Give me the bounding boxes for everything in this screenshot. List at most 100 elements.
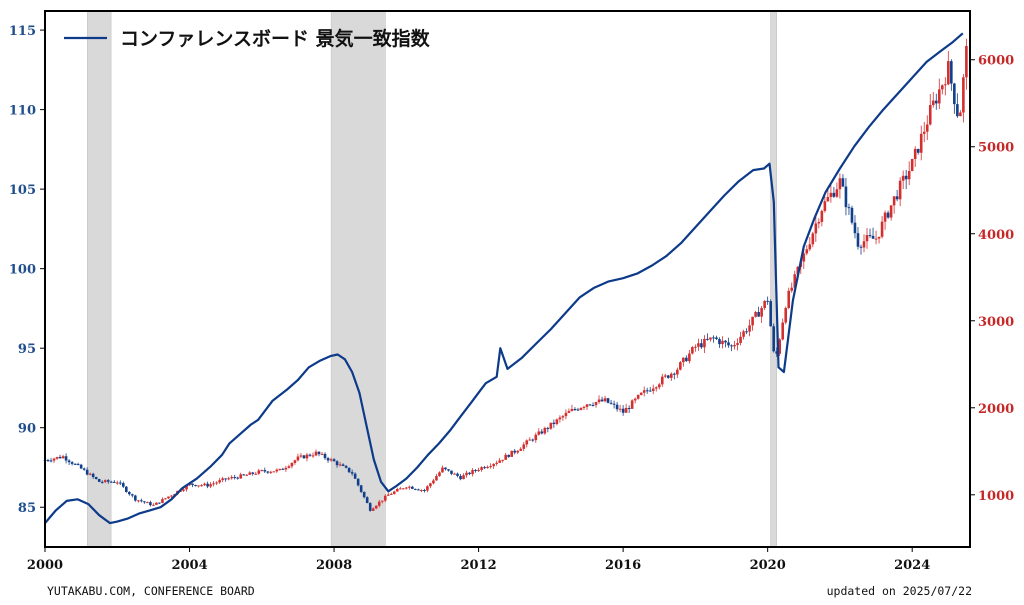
candle-body <box>302 455 306 459</box>
candle-body <box>323 453 327 459</box>
x-tick-label: 2004 <box>171 558 207 573</box>
candle-body <box>79 464 83 469</box>
candle-body <box>118 482 122 484</box>
candle-body <box>365 497 369 504</box>
candle-body <box>871 235 875 239</box>
candle-body <box>588 404 592 406</box>
candle-body <box>760 308 763 317</box>
candle-body <box>733 344 736 347</box>
candle-body <box>88 473 92 475</box>
candle-body <box>417 489 420 491</box>
candle-body <box>468 472 471 475</box>
candle-body <box>892 196 896 206</box>
candle-body <box>928 105 932 125</box>
candle-body <box>805 249 809 254</box>
candle-body <box>552 422 556 425</box>
candle-body <box>775 351 778 354</box>
candle-body <box>489 466 492 468</box>
candle-body <box>901 175 905 181</box>
candle-body <box>161 499 164 503</box>
candle-body <box>546 427 550 429</box>
candle-body <box>666 375 670 378</box>
candle-body <box>558 417 562 420</box>
candle-body <box>227 478 230 480</box>
candle-body <box>140 500 143 502</box>
candle-body <box>121 483 125 487</box>
candle-body <box>405 487 408 489</box>
right-tick-label: 2000 <box>978 402 1014 417</box>
candle-body <box>374 505 378 509</box>
candle-body <box>248 472 252 475</box>
candle-body <box>633 398 637 401</box>
candle-body <box>660 376 664 385</box>
candle-body <box>962 77 965 113</box>
candle-body <box>880 221 884 237</box>
candle-body <box>218 480 221 483</box>
candle-body <box>642 390 646 393</box>
candle-body <box>811 233 815 245</box>
candle-body <box>561 416 565 418</box>
candle-body <box>910 159 914 171</box>
candle-body <box>317 451 321 455</box>
candle-body <box>128 491 131 495</box>
candle-body <box>877 236 881 239</box>
candle-body <box>182 489 185 491</box>
right-tick-label: 1000 <box>978 489 1014 504</box>
candle-body <box>158 502 161 504</box>
candle-body <box>106 480 110 482</box>
candle-body <box>109 481 113 483</box>
candle-body <box>260 470 264 472</box>
candle-body <box>100 481 104 483</box>
candle-body <box>414 488 417 490</box>
candle-body <box>835 189 839 197</box>
candle-body <box>85 469 89 475</box>
candle-body <box>257 470 261 474</box>
candle-body <box>519 448 523 451</box>
candle-body <box>567 411 571 413</box>
candle-body <box>386 494 390 496</box>
candle-body <box>624 407 628 413</box>
candle-body <box>537 431 541 435</box>
candle-body <box>55 456 59 459</box>
candle-body <box>170 495 173 497</box>
left-tick-label: 100 <box>9 263 36 278</box>
candle-body <box>284 467 288 470</box>
candle-body <box>137 500 140 502</box>
candle-body <box>715 337 718 340</box>
candle-body <box>841 178 845 187</box>
candle-body <box>103 480 107 483</box>
candle-body <box>91 473 95 478</box>
candle-body <box>212 483 215 485</box>
candle-body <box>459 475 462 480</box>
candle-body <box>778 339 782 354</box>
candle-body <box>694 346 697 348</box>
candle-body <box>648 390 652 392</box>
candle-body <box>332 459 336 462</box>
candle-body <box>907 170 911 180</box>
left-tick-label: 115 <box>9 24 36 39</box>
candle-body <box>411 486 414 489</box>
candle-body <box>549 422 553 429</box>
candle-body <box>82 468 86 470</box>
candle-body <box>230 477 233 479</box>
candle-body <box>919 133 923 153</box>
candle-body <box>272 471 276 473</box>
candle-body <box>736 343 739 345</box>
candle-body <box>591 405 595 407</box>
candle-body <box>724 340 727 343</box>
candle-body <box>408 486 411 488</box>
candle-body <box>513 450 517 453</box>
candle-body <box>278 468 282 470</box>
candle-body <box>444 467 447 470</box>
candle-body <box>603 398 607 402</box>
candle-body <box>152 504 155 506</box>
candle-body <box>281 468 285 470</box>
candle-body <box>359 485 363 492</box>
candle-body <box>498 460 501 463</box>
candle-body <box>206 483 209 487</box>
candle-body <box>564 412 568 417</box>
candle-body <box>269 471 273 473</box>
candle-body <box>215 482 218 484</box>
candle-body <box>709 337 712 340</box>
